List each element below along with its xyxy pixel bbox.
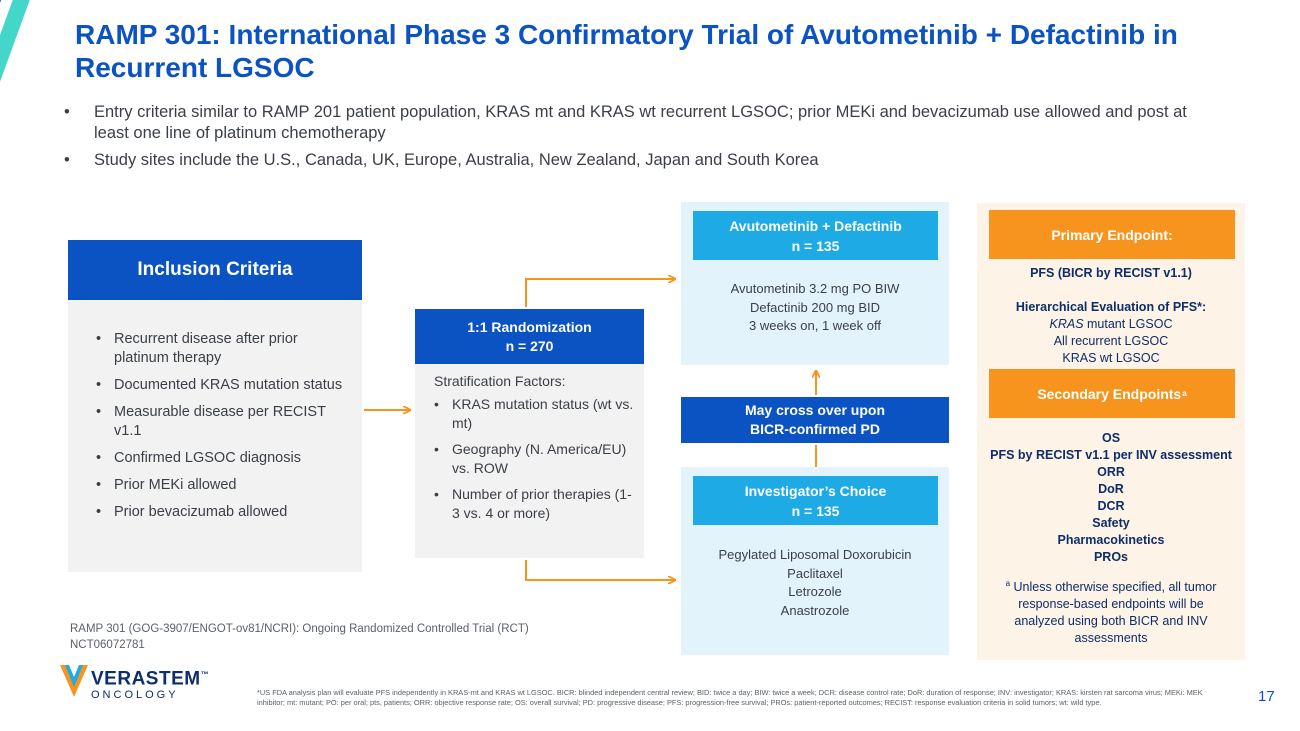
primary-endpoint-content: PFS (BICR by RECIST v1.1) Hierarchical E… bbox=[977, 265, 1245, 367]
page-number: 17 bbox=[1258, 688, 1275, 705]
hierarchical-item: KRAS wt LGSOC bbox=[1062, 351, 1160, 365]
inclusion-item: Documented KRAS mutation status bbox=[96, 376, 350, 395]
secondary-endpoint: ORR bbox=[1097, 465, 1125, 479]
arm1-n: n = 135 bbox=[791, 237, 840, 254]
logo-tm: ™ bbox=[200, 670, 210, 679]
arm2-line: Letrozole bbox=[788, 584, 842, 599]
abbreviations-footnote: *US FDA analysis plan will evaluate PFS … bbox=[257, 688, 1203, 707]
stratification-list: KRAS mutation status (wt vs. mt) Geograp… bbox=[415, 395, 644, 523]
stratification-item: Number of prior therapies (1-3 vs. 4 or … bbox=[434, 485, 634, 523]
arm-avutometinib-defactinib: Avutometinib + Defactinib n = 135 Avutom… bbox=[681, 202, 949, 365]
hierarchical-item: KRAS mutant LGSOC bbox=[1049, 317, 1173, 331]
arm2-header: Investigator’s Choice n = 135 bbox=[693, 476, 938, 525]
arrow-randomization-to-arm2 bbox=[525, 560, 675, 580]
hierarchical-label: Hierarchical Evaluation of PFS*: bbox=[1015, 300, 1207, 314]
arm1-line: 3 weeks on, 1 week off bbox=[748, 318, 881, 333]
arm1-regimen: Avutometinib 3.2 mg PO BIW Defactinib 20… bbox=[681, 280, 949, 336]
arm-investigators-choice: Investigator’s Choice n = 135 Pegylated … bbox=[681, 467, 949, 655]
inclusion-item: Prior bevacizumab allowed bbox=[96, 503, 350, 522]
arm2-n: n = 135 bbox=[791, 502, 840, 519]
verastem-logo: VERASTEM™ ONCOLOGY bbox=[91, 665, 210, 702]
secondary-endpoints-note: a Unless otherwise specified, all tumor … bbox=[1005, 579, 1217, 646]
slide-title: RAMP 301: International Phase 3 Confirma… bbox=[75, 19, 1178, 83]
secondary-endpoints-list: OS PFS by RECIST v1.1 per INV assessment… bbox=[977, 430, 1245, 566]
arm1-line: Defactinib 200 mg BID bbox=[749, 299, 881, 315]
randomization-body: Stratification Factors: KRAS mutation st… bbox=[415, 364, 644, 558]
arrow-randomization-to-arm1 bbox=[525, 279, 675, 307]
arm1-header: Avutometinib + Defactinib n = 135 bbox=[693, 211, 938, 260]
primary-endpoint-main: PFS (BICR by RECIST v1.1) bbox=[1030, 266, 1192, 280]
inclusion-item: Prior MEKi allowed bbox=[96, 476, 350, 495]
inclusion-criteria-body: Recurrent disease after prior platinum t… bbox=[68, 300, 362, 572]
logo-name: VERASTEM bbox=[91, 668, 201, 690]
intro-bullets: Entry criteria similar to RAMP 201 patie… bbox=[62, 102, 1222, 177]
randomization-n: n = 270 bbox=[505, 337, 554, 354]
kras-italic: KRAS bbox=[1049, 317, 1084, 331]
randomization-label: 1:1 Randomization bbox=[467, 318, 592, 335]
arm2-line: Anastrozole bbox=[780, 602, 850, 618]
arm2-regimen: Pegylated Liposomal Doxorubicin Paclitax… bbox=[681, 546, 949, 620]
crossover-line: BICR-confirmed PD bbox=[750, 421, 880, 437]
secondary-endpoint: Safety bbox=[1092, 516, 1130, 530]
verastem-logo-icon bbox=[60, 665, 88, 697]
inclusion-item: Confirmed LGSOC diagnosis bbox=[96, 449, 350, 468]
stratification-label: Stratification Factors: bbox=[434, 373, 566, 389]
secondary-endpoint: Pharmacokinetics bbox=[1057, 533, 1165, 547]
secondary-endpoint: PFS by RECIST v1.1 per INV assessment bbox=[990, 448, 1232, 462]
arm2-line: Paclitaxel bbox=[787, 565, 843, 581]
inclusion-criteria-list: Recurrent disease after prior platinum t… bbox=[68, 300, 362, 522]
arm1-line: Avutometinib 3.2 mg PO BIW bbox=[730, 281, 900, 296]
inclusion-item: Measurable disease per RECIST v1.1 bbox=[96, 403, 350, 441]
secondary-endpoints-header: Secondary Endpoints a bbox=[989, 369, 1235, 418]
primary-endpoint-header: Primary Endpoint: bbox=[989, 210, 1235, 259]
endpoints-panel: Primary Endpoint: PFS (BICR by RECIST v1… bbox=[977, 203, 1245, 660]
stratification-item: Geography (N. America/EU) vs. ROW bbox=[434, 440, 634, 478]
arm2-line: Pegylated Liposomal Doxorubicin bbox=[718, 547, 912, 562]
intro-bullet: Entry criteria similar to RAMP 201 patie… bbox=[62, 102, 1222, 144]
inclusion-criteria-header: Inclusion Criteria bbox=[68, 240, 362, 300]
logo-subtitle: ONCOLOGY bbox=[91, 689, 179, 702]
crossover-line: May cross over upon bbox=[744, 402, 886, 418]
randomization-header: 1:1 Randomization n = 270 bbox=[415, 309, 644, 364]
crossover-box: May cross over upon BICR-confirmed PD bbox=[681, 397, 949, 443]
secondary-endpoint: PROs bbox=[1093, 550, 1129, 564]
secondary-endpoint: OS bbox=[1101, 431, 1121, 445]
secondary-endpoint: DoR bbox=[1098, 482, 1124, 496]
arm2-name: Investigator’s Choice bbox=[744, 482, 887, 499]
secondary-endpoint: DCR bbox=[1097, 499, 1125, 513]
arm1-name: Avutometinib + Defactinib bbox=[729, 217, 902, 234]
inclusion-item: Recurrent disease after prior platinum t… bbox=[96, 330, 350, 368]
trial-reference: RAMP 301 (GOG-3907/ENGOT-ov81/NCRI): Ong… bbox=[70, 623, 529, 651]
hierarchical-item: All recurrent LGSOC bbox=[1053, 334, 1169, 348]
stratification-item: KRAS mutation status (wt vs. mt) bbox=[434, 395, 634, 433]
intro-bullet: Study sites include the U.S., Canada, UK… bbox=[62, 150, 1222, 171]
